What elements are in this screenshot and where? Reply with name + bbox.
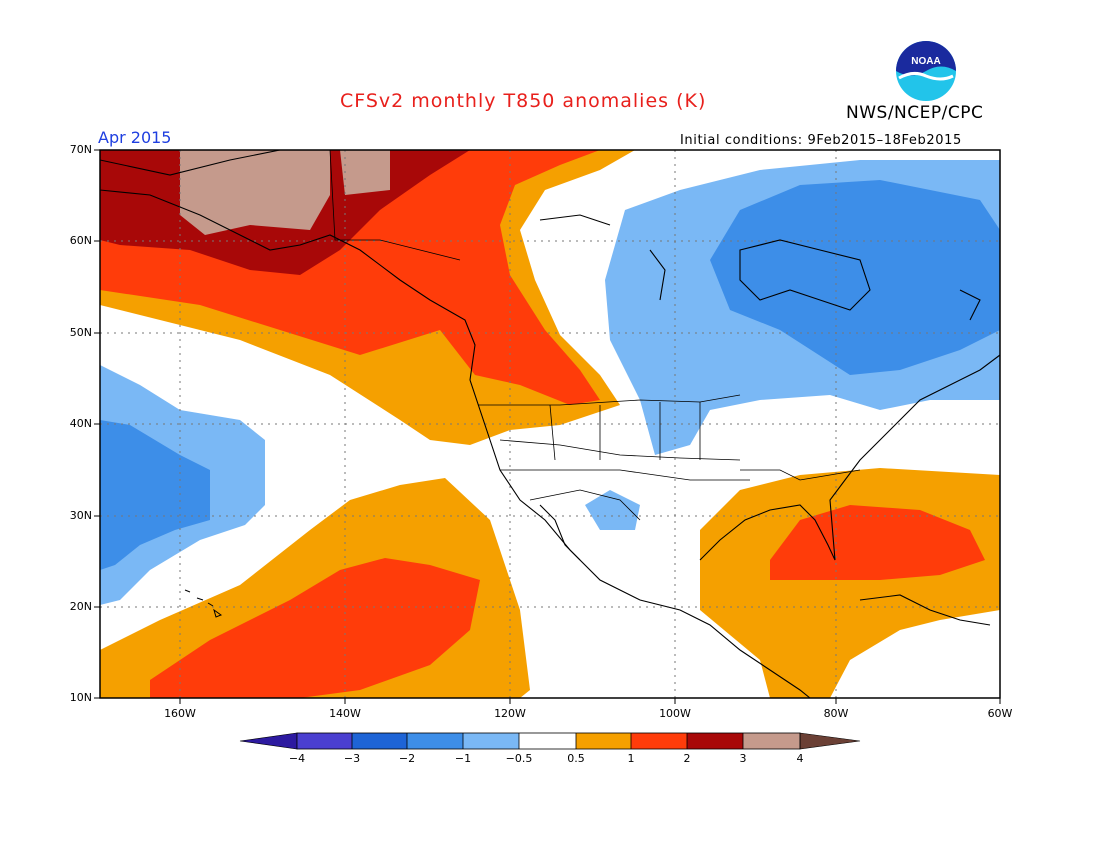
colorbar-bin bbox=[519, 733, 576, 749]
forecast-period: Apr 2015 bbox=[98, 128, 172, 147]
noaa-logo: NOAA bbox=[896, 41, 956, 101]
lat-label-40n: 40N bbox=[69, 417, 92, 430]
lat-label-60n: 60N bbox=[69, 234, 92, 247]
lon-label-120w: 120W bbox=[494, 707, 526, 720]
colorbar-label: 3 bbox=[739, 752, 747, 765]
colorbar-bin bbox=[576, 733, 631, 749]
anomaly-field bbox=[100, 150, 1000, 698]
lat-label-30n: 30N bbox=[69, 509, 92, 522]
lon-label-160w: 160W bbox=[164, 707, 196, 720]
colorbar-label: 1 bbox=[627, 752, 635, 765]
logo-text: NOAA bbox=[911, 56, 940, 67]
coastlines bbox=[100, 150, 1000, 698]
colorbar-label: −4 bbox=[288, 752, 306, 765]
colorbar-bin bbox=[407, 733, 463, 749]
colorbar-bin bbox=[631, 733, 687, 749]
lon-label-100w: 100W bbox=[659, 707, 691, 720]
colorbar-label: −1 bbox=[454, 752, 472, 765]
lon-label-60w: 60W bbox=[987, 707, 1013, 720]
lat-label-50n: 50N bbox=[69, 326, 92, 339]
colorbar-bin bbox=[687, 733, 743, 749]
colorbar-label: −0.5 bbox=[505, 752, 533, 765]
warm-anomaly-pacific-red bbox=[150, 558, 480, 698]
colorbar-lower-arrow bbox=[239, 732, 298, 750]
colorbar-label: 2 bbox=[683, 752, 691, 765]
lat-label-10n: 10N bbox=[69, 691, 92, 704]
warm-anomaly-north-brown bbox=[180, 150, 330, 235]
initial-conditions: Initial conditions: 9Feb2015–18Feb2015 bbox=[680, 133, 962, 148]
colorbar-label: −2 bbox=[398, 752, 416, 765]
lon-label-140w: 140W bbox=[329, 707, 361, 720]
graticule bbox=[100, 150, 1000, 698]
colorbar-label: 4 bbox=[796, 752, 804, 765]
warm-anomaly-north-brown2 bbox=[340, 150, 390, 195]
colorbar-upper-arrow bbox=[799, 732, 861, 750]
political-borders bbox=[329, 150, 861, 521]
colorbar-bin bbox=[297, 733, 352, 749]
chart-title: CFSv2 monthly T850 anomalies (K) bbox=[340, 90, 707, 112]
hawaii-islands bbox=[184, 589, 223, 618]
lat-label-70n: 70N bbox=[69, 143, 92, 156]
colorbar-label: 0.5 bbox=[567, 752, 585, 765]
colorbar-bin bbox=[743, 733, 800, 749]
colorbar-bin bbox=[352, 733, 407, 749]
cold-anomaly-canada-mid bbox=[710, 180, 1000, 375]
colorbar-label: −3 bbox=[343, 752, 361, 765]
lat-label-20n: 20N bbox=[69, 600, 92, 613]
agency-label: NWS/NCEP/CPC bbox=[846, 103, 984, 123]
lon-label-80w: 80W bbox=[823, 707, 849, 720]
colorbar-bin bbox=[463, 733, 519, 749]
cold-anomaly-pacific-mid bbox=[100, 420, 210, 570]
cold-anomaly-mexico bbox=[585, 490, 640, 530]
warm-anomaly-atlantic-red bbox=[770, 505, 985, 580]
axis-ticks bbox=[94, 149, 1001, 704]
